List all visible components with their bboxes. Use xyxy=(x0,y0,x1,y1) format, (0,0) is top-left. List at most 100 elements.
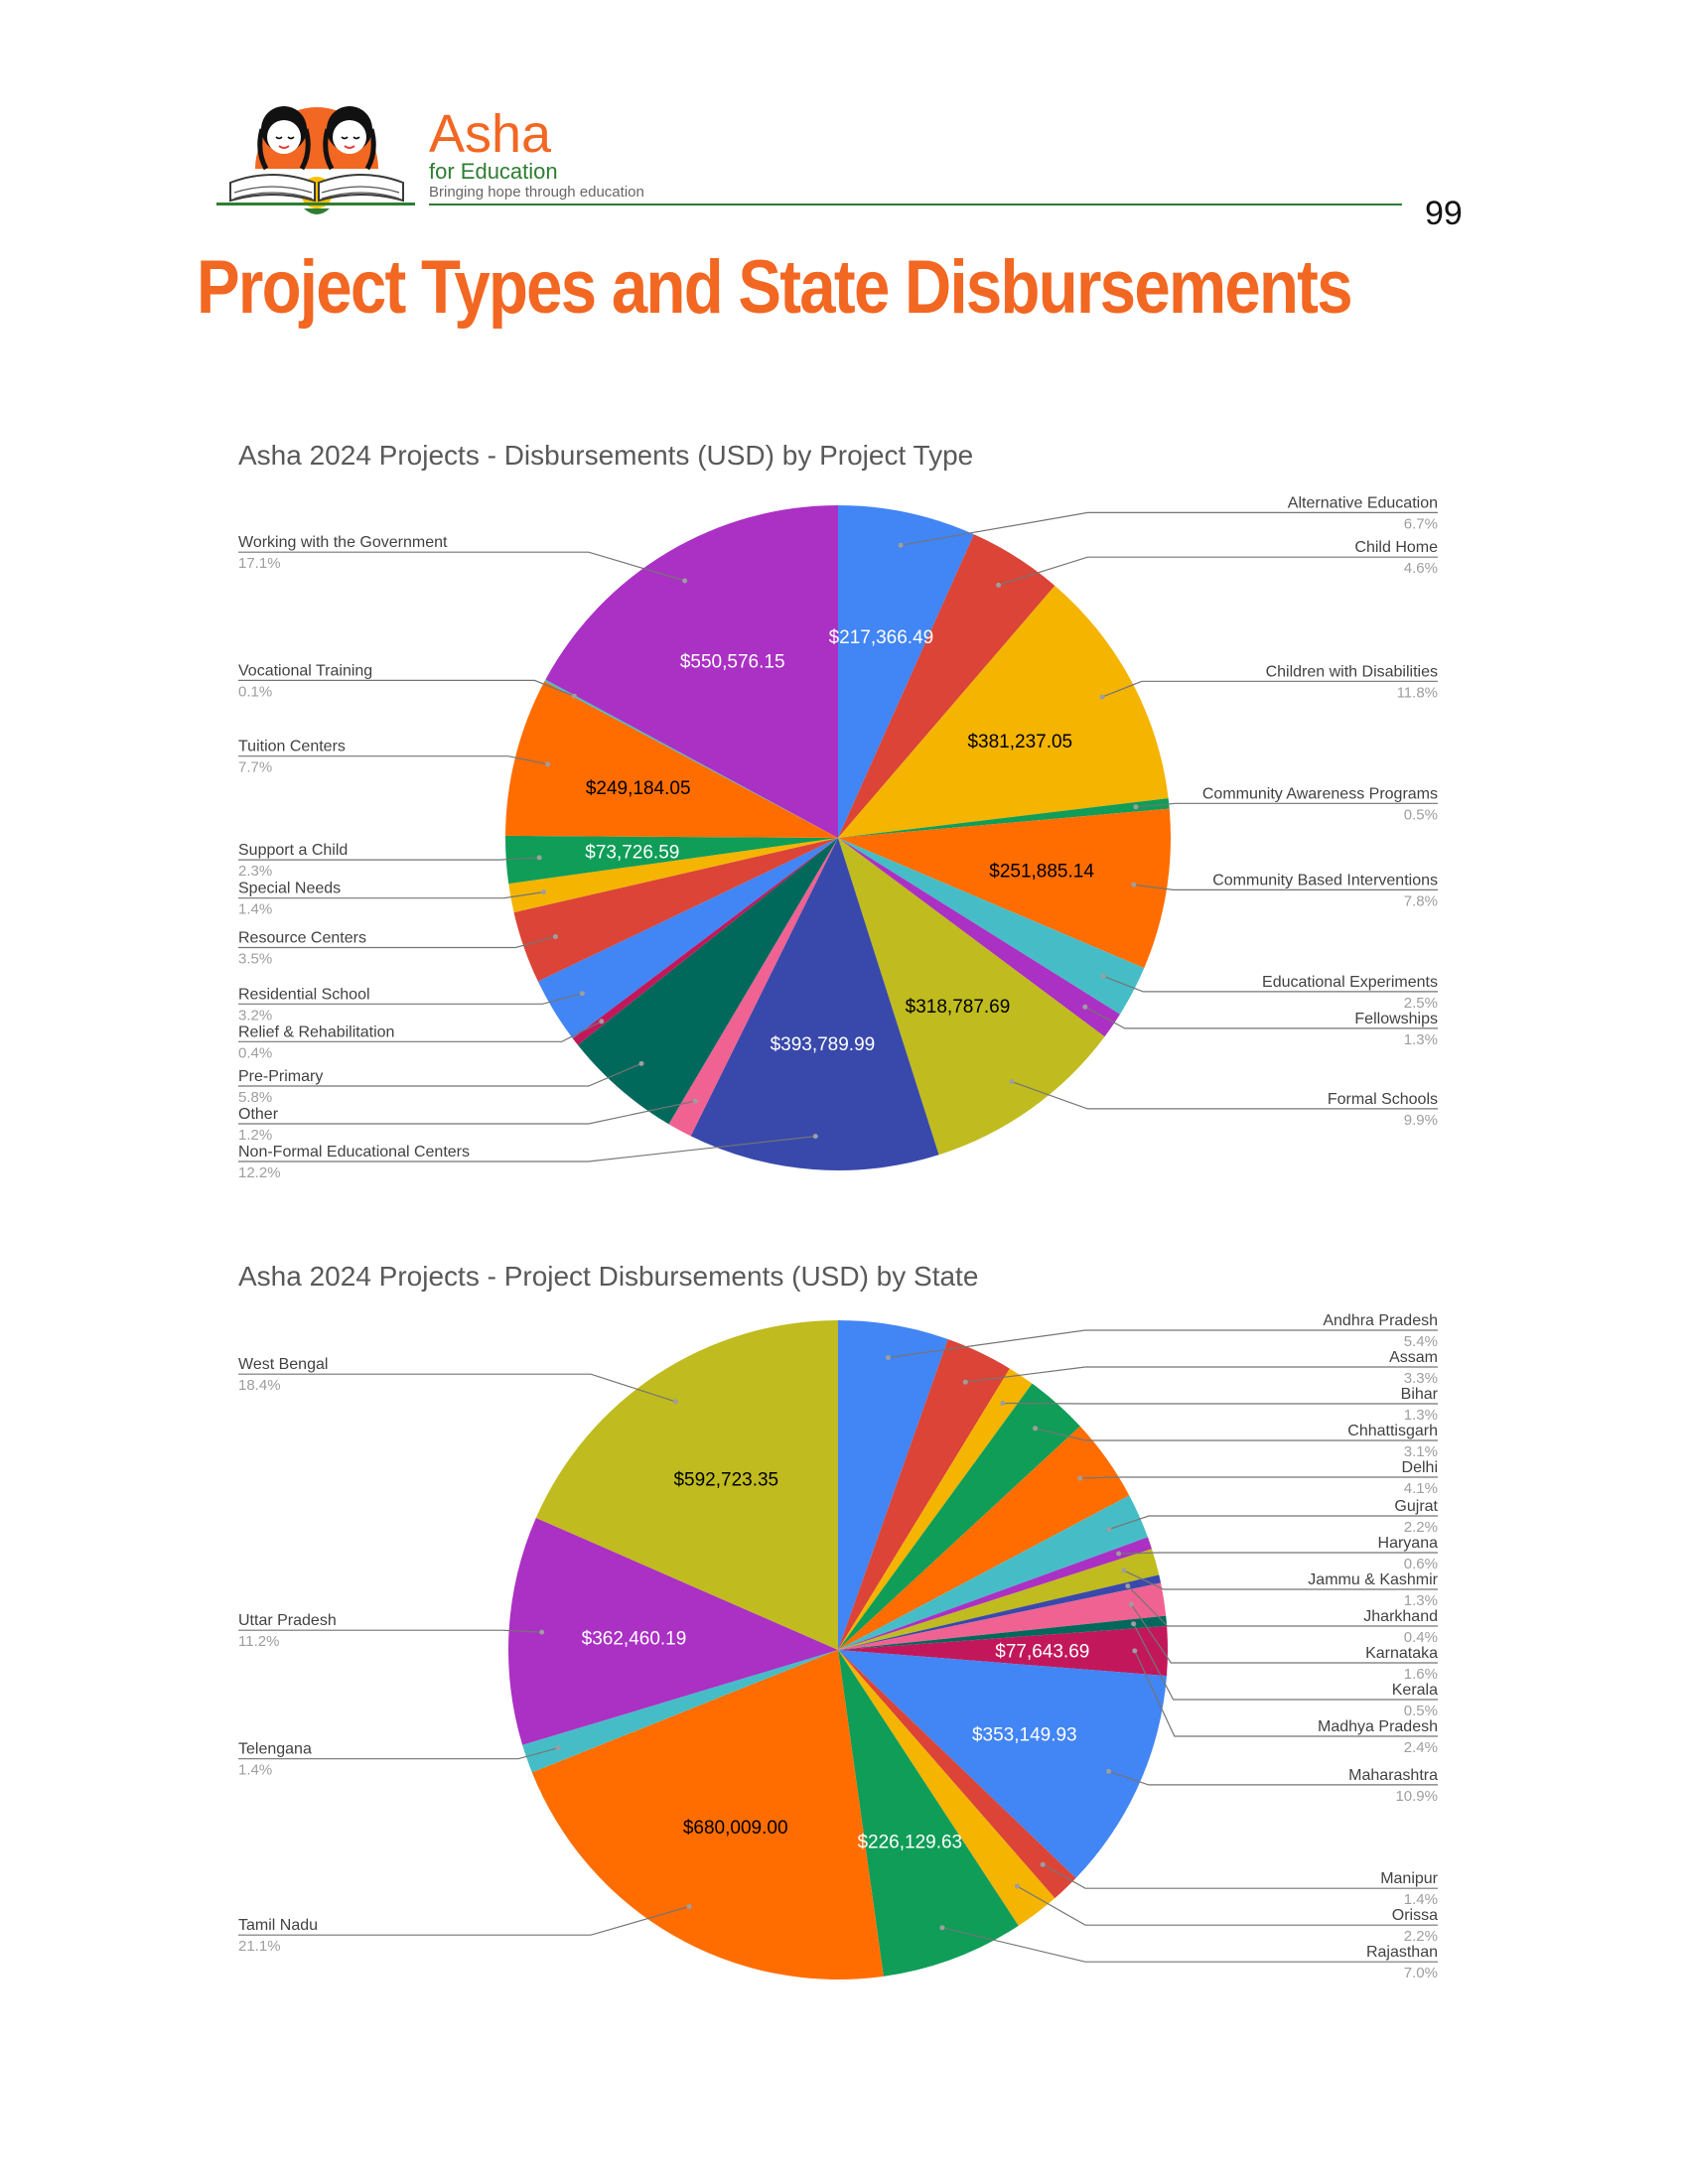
legend-label-children-with-disabilities: Children with Disabilities xyxy=(1266,663,1438,680)
legend-label-chhattisgarh: Chhattisgarh xyxy=(1347,1423,1438,1439)
leader-line-assam xyxy=(965,1366,1438,1383)
leader-dot-delhi xyxy=(1077,1475,1083,1481)
pie-slice-manipur xyxy=(838,1650,1076,1899)
asha-logo xyxy=(212,106,421,216)
legend-percent-assam: 3.3% xyxy=(1404,1370,1438,1387)
legend-label-manipur: Manipur xyxy=(1380,1870,1438,1887)
pie-slice-children-with-disabilities xyxy=(838,585,1169,838)
page-header: Asha for Education Bringing hope through… xyxy=(0,0,1688,238)
pie-slice-pre-primary xyxy=(577,838,838,1125)
leader-dot-manipur xyxy=(1040,1861,1046,1867)
legend-percent-maharashtra: 10.9% xyxy=(1395,1788,1438,1805)
value-label-tamil-nadu: $680,009.00 xyxy=(683,1818,788,1839)
legend-percent-telengana: 1.4% xyxy=(238,1762,272,1779)
legend-percent-relief-and-rehabilitation: 0.4% xyxy=(238,1044,272,1061)
legend-percent-community-awareness-programs: 0.5% xyxy=(1404,806,1438,823)
leader-line-residential-school xyxy=(238,993,583,1005)
leader-line-jammu-and-kashmir xyxy=(1123,1570,1438,1590)
pie-slice-telengana xyxy=(522,1650,838,1773)
legend-label-rajasthan: Rajasthan xyxy=(1366,1944,1438,1961)
pie-slice-madhya-pradesh xyxy=(838,1625,1168,1677)
legend-percent-bihar: 1.3% xyxy=(1404,1407,1438,1424)
legend-label-non-formal-educational-centers: Non-Formal Educational Centers xyxy=(238,1144,470,1160)
value-label-community-based-interventions: $251,885.14 xyxy=(989,862,1094,883)
legend-percent-pre-primary: 5.8% xyxy=(238,1089,272,1106)
pie-slice-tuition-centers xyxy=(505,681,838,838)
legend-percent-working-with-the-government: 17.1% xyxy=(238,555,281,572)
legend-label-kerala: Kerala xyxy=(1392,1682,1438,1699)
leader-dot-alternative-education xyxy=(898,542,904,548)
legend-percent-tamil-nadu: 21.1% xyxy=(238,1938,281,1955)
leader-line-kerala xyxy=(1133,1623,1438,1701)
leader-dot-jharkhand xyxy=(1125,1583,1131,1589)
leader-dot-pre-primary xyxy=(638,1060,644,1066)
leader-dot-formal-schools xyxy=(1009,1079,1015,1085)
legend-percent-child-home: 4.6% xyxy=(1404,560,1438,577)
pie-slice-alternative-education xyxy=(838,505,974,838)
pie-slice-resource-centers xyxy=(513,838,838,982)
legend-percent-jharkhand: 0.4% xyxy=(1404,1629,1438,1646)
pie-slice-other xyxy=(668,838,838,1137)
state-pie-chart: $77,643.69 $353,149.93 $226,129.63 $680,009… xyxy=(238,1312,1439,1981)
leader-dot-gujrat xyxy=(1106,1527,1112,1532)
pie-slice-support-a-child xyxy=(505,835,838,885)
leader-line-rajasthan xyxy=(941,1927,1438,1963)
legend-label-alternative-education: Alternative Education xyxy=(1288,494,1438,511)
leader-line-delhi xyxy=(1079,1476,1438,1479)
legend-label-community-based-interventions: Community Based Interventions xyxy=(1212,872,1438,888)
value-label-formal-schools: $318,787.69 xyxy=(906,997,1011,1018)
legend-label-gujrat: Gujrat xyxy=(1394,1498,1438,1515)
pie-slice-delhi xyxy=(838,1426,1130,1650)
legend-percent-gujrat: 2.2% xyxy=(1404,1519,1438,1536)
legend-percent-residential-school: 3.2% xyxy=(238,1007,272,1024)
legend-label-west-bengal: West Bengal xyxy=(238,1356,328,1373)
value-label-maharashtra: $353,149.93 xyxy=(972,1724,1077,1745)
leader-line-fellowships xyxy=(1084,1006,1438,1029)
pie-slice-residential-school xyxy=(537,838,838,1038)
pie-slice-maharashtra xyxy=(838,1650,1167,1878)
legend-percent-fellowships: 1.3% xyxy=(1404,1031,1438,1048)
leader-dot-special-needs xyxy=(541,889,546,895)
leader-line-special-needs xyxy=(238,891,544,899)
leader-line-west-bengal xyxy=(238,1373,676,1403)
legend-label-tuition-centers: Tuition Centers xyxy=(238,739,346,755)
pie-slice-gujrat xyxy=(838,1495,1148,1650)
leader-line-orissa xyxy=(1017,1885,1438,1926)
legend-label-tamil-nadu: Tamil Nadu xyxy=(238,1917,318,1934)
legend-label-orissa: Orissa xyxy=(1392,1907,1438,1924)
pie-slice-kerala xyxy=(838,1615,1168,1650)
leader-line-non-formal-educational-centers xyxy=(238,1136,816,1162)
value-label-alternative-education: $217,366.49 xyxy=(829,627,934,648)
leader-line-madhya-pradesh xyxy=(1134,1650,1438,1737)
pie-slice-assam xyxy=(838,1339,1010,1650)
legend-percent-children-with-disabilities: 11.8% xyxy=(1397,684,1438,701)
leader-dot-orissa xyxy=(1015,1883,1020,1889)
pie-slice-rajasthan xyxy=(838,1650,1019,1977)
leader-line-tamil-nadu xyxy=(238,1905,690,1936)
leader-dot-andhra-pradesh xyxy=(886,1355,891,1360)
legend-label-pre-primary: Pre-Primary xyxy=(238,1068,323,1085)
pie-slice-karnataka xyxy=(838,1582,1167,1650)
leader-line-child-home xyxy=(998,556,1438,586)
value-label-children-with-disabilities: $381,237.05 xyxy=(967,732,1072,752)
pie-slice-bihar xyxy=(838,1368,1033,1650)
value-label-rajasthan: $226,129.63 xyxy=(857,1833,962,1853)
leader-dot-rajasthan xyxy=(939,1925,945,1931)
leader-line-educational-experiments xyxy=(1103,975,1438,993)
leader-line-chhattisgarh xyxy=(1035,1428,1438,1441)
pie-slice-vocational-training xyxy=(544,679,838,838)
pie-slice-community-based-interventions xyxy=(838,808,1171,969)
legend-label-bihar: Bihar xyxy=(1401,1386,1439,1403)
legend-percent-non-formal-educational-centers: 12.2% xyxy=(238,1164,281,1181)
legend-label-uttar-pradesh: Uttar Pradesh xyxy=(238,1612,337,1629)
legend-percent-jammu-and-kashmir: 1.3% xyxy=(1404,1592,1438,1609)
leader-line-relief-and-rehabilitation xyxy=(238,1021,603,1042)
leader-line-formal-schools xyxy=(1011,1081,1438,1110)
legend-percent-vocational-training: 0.1% xyxy=(238,683,272,700)
leader-line-alternative-education xyxy=(900,511,1438,546)
leader-line-manipur xyxy=(1042,1863,1438,1889)
legend-label-vocational-training: Vocational Training xyxy=(238,662,372,679)
leader-dot-fellowships xyxy=(1082,1004,1088,1010)
pie-slice-west-bengal xyxy=(535,1320,838,1650)
leader-dot-children-with-disabilities xyxy=(1099,694,1105,700)
